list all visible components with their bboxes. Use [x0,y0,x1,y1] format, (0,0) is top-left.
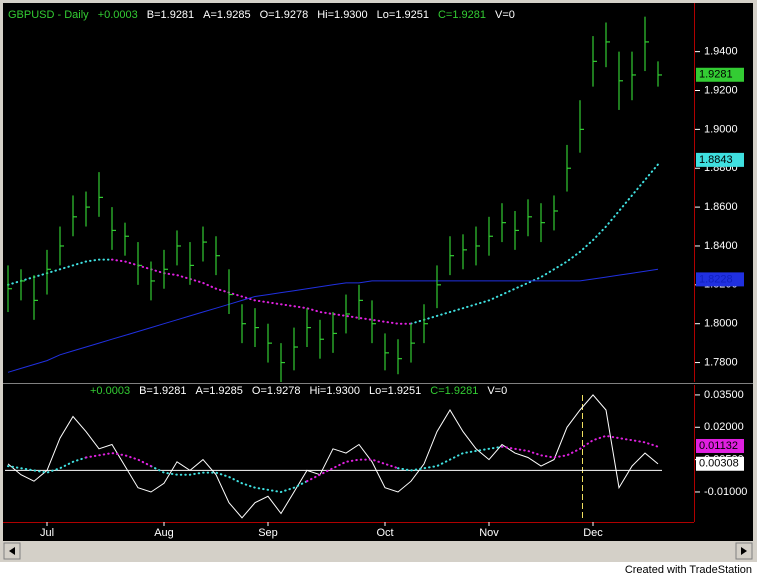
line [7,268,659,373]
header-item: Lo=1.9251 [369,385,421,397]
chart-area [3,3,753,541]
header-item: B=1.9281 [147,9,194,21]
header-item: C=1.9281 [430,385,478,397]
x-tick-label: Nov [479,527,499,539]
header-item: C=1.9281 [438,9,486,21]
header-item: Lo=1.9251 [377,9,429,21]
x-tick-label: Jul [40,527,54,539]
arrow-right-icon [741,547,747,555]
footer-text: Created with TradeStation [625,564,752,576]
y-tick-label: 1.7800 [704,356,738,368]
y-tick-label: 1.8600 [704,201,738,213]
y-tick-label: -0.01000 [704,486,747,498]
price-tag [696,152,744,167]
y-tick-label: 1.8400 [704,240,738,252]
x-tick-label: Oct [376,527,393,539]
x-tick-label: Aug [154,527,174,539]
header-item: O=1.9278 [252,385,301,397]
arrow-left-icon [9,547,15,555]
y-tick-label: 0.02000 [704,421,744,433]
y-tick-label: 1.9200 [704,84,738,96]
dotted-line [7,445,503,494]
y-tick-label: 1.8000 [704,318,738,330]
price-tag-label: 1.8228 [699,273,733,285]
header-item: GBPUSD - Daily [8,9,89,21]
header-item: V=0 [487,385,507,397]
x-tick-label: Dec [583,527,603,539]
price-tag-label: 0.00308 [699,458,739,470]
header-item: Hi=1.9300 [310,385,360,397]
header-item: Hi=1.9300 [317,9,367,21]
header-item: A=1.9285 [195,385,242,397]
scrollbar[interactable] [3,542,753,560]
y-tick-label: 0.03500 [704,389,744,401]
price-tag [696,67,744,82]
dotted-line [85,434,659,483]
y-tick-label: 1.9400 [704,46,738,58]
header-item: +0.0003 [98,9,138,21]
price-tag-label: 1.8843 [699,154,733,166]
price-tag [696,272,744,287]
price-tag [696,438,744,453]
x-tick-label: Sep [258,527,278,539]
line [7,394,659,519]
dotted-line [7,163,659,325]
header-item: +0.0003 [90,385,130,397]
header-item: V=0 [495,9,515,21]
y-tick-label: 1.9000 [704,123,738,135]
header-item: B=1.9281 [139,385,186,397]
price-tag [696,456,744,471]
price-tag-label: 1.9281 [699,69,733,81]
footer-bar [0,562,757,577]
header-item: A=1.9285 [203,9,250,21]
header-item: O=1.9278 [260,9,309,21]
dotted-line [111,258,412,325]
price-tag-label: 0.01132 [699,440,738,452]
